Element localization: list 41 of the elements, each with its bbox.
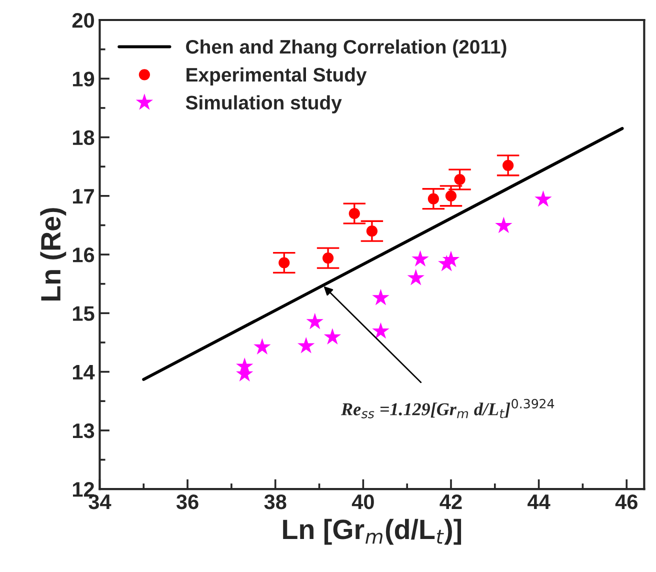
point xyxy=(278,257,290,268)
point xyxy=(534,190,552,207)
point xyxy=(454,174,466,186)
legend-label: Simulation study xyxy=(186,95,342,114)
point xyxy=(407,268,424,286)
legend-label: Chen and Zhang Correlation (2011) xyxy=(186,39,506,58)
legend-label: Experimental Study xyxy=(186,67,367,86)
y-tick-label: 16 xyxy=(72,248,94,262)
point xyxy=(372,288,390,306)
point xyxy=(322,252,334,264)
y-tick-label: 12 xyxy=(72,482,94,497)
y-tick-label: 14 xyxy=(72,365,95,380)
y-axis-title: Ln (Re) xyxy=(40,208,66,301)
x-tick-label: 40 xyxy=(352,494,374,510)
point xyxy=(442,250,460,268)
x-tick-label: 44 xyxy=(528,494,550,510)
x-tick-label: 34 xyxy=(88,494,112,510)
point xyxy=(324,328,342,345)
point xyxy=(495,216,512,234)
y-tick-label: 18 xyxy=(72,130,94,146)
y-tick-label: 19 xyxy=(72,72,94,86)
x-tick-label: 38 xyxy=(264,494,286,510)
point xyxy=(306,312,324,330)
point xyxy=(348,208,360,220)
y-tick-label: 20 xyxy=(72,13,94,28)
y-tick-label: 15 xyxy=(72,306,94,321)
x-tick-label: 36 xyxy=(176,494,198,510)
point xyxy=(502,160,514,171)
x-tick-label: 46 xyxy=(615,494,638,510)
x-tick-label: 42 xyxy=(440,494,462,510)
point xyxy=(445,190,457,202)
point xyxy=(298,336,315,354)
y-tick-label: 13 xyxy=(72,423,94,438)
point xyxy=(372,322,390,339)
point xyxy=(428,193,439,204)
y-tick-label: 17 xyxy=(72,189,94,204)
annotation: Re$_{ss}$ =1.129[Gr$_{m}$ d/L$_{t}$]$^{0.3924}$ xyxy=(340,398,554,418)
point xyxy=(366,226,378,237)
x-axis-title: Ln [Gr$_{m}$(d/L$_{t}$)] xyxy=(283,518,462,545)
point xyxy=(254,338,271,354)
point xyxy=(412,250,429,267)
